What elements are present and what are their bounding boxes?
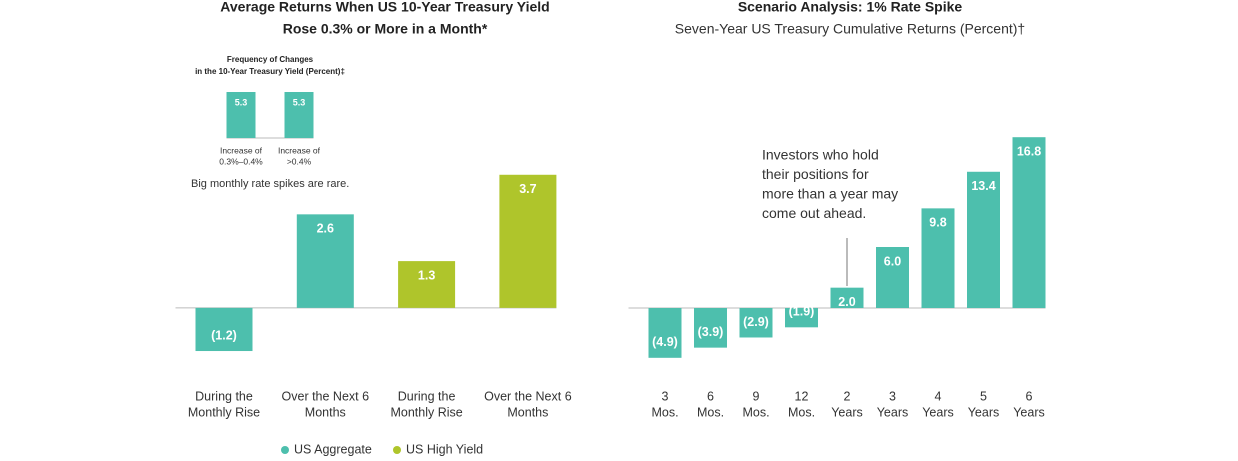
annotation: Investors who hold <box>762 147 879 163</box>
value-label: 5.3 <box>293 97 306 107</box>
bar <box>830 287 864 308</box>
value-label: 13.4 <box>971 179 995 193</box>
x-tick-label: Years <box>1013 405 1045 419</box>
chart-title: in the 10-Year Treasury Yield (Percent)‡ <box>195 67 345 76</box>
annotation: come out ahead. <box>762 205 866 221</box>
x-tick-label: 2 <box>844 389 851 403</box>
x-tick-label: Years <box>922 405 954 419</box>
x-tick-label: 12 <box>795 389 809 403</box>
x-tick-label: During the <box>398 389 456 403</box>
value-label: (1.9) <box>789 305 815 319</box>
value-label: (1.2) <box>211 328 237 342</box>
x-tick-label: Years <box>831 405 863 419</box>
bar <box>398 261 456 308</box>
legend-swatch <box>393 446 401 454</box>
annotation: more than a year may <box>762 186 898 202</box>
bar <box>694 308 727 348</box>
bar <box>296 214 354 308</box>
chart-title: Rose 0.3% or More in a Month* <box>283 21 488 37</box>
bar <box>785 308 818 328</box>
x-tick-label: Years <box>877 405 909 419</box>
bar <box>284 92 314 138</box>
value-label: 1.3 <box>418 268 435 282</box>
x-tick-label: 6 <box>707 389 714 403</box>
bar <box>921 208 955 308</box>
x-tick-label: Mos. <box>697 405 724 419</box>
x-tick-label: Increase of <box>278 145 321 155</box>
x-tick-label: Mos. <box>788 405 815 419</box>
bar <box>648 308 682 358</box>
bar <box>499 174 557 308</box>
x-tick-label: Monthly Rise <box>188 405 260 419</box>
x-tick-label: >0.4% <box>287 156 312 166</box>
x-tick-label: Months <box>507 405 548 419</box>
annotation: their positions for <box>762 166 869 182</box>
x-tick-label: 3 <box>662 389 669 403</box>
bar <box>739 308 773 338</box>
bar <box>195 307 253 352</box>
x-tick-label: Mos. <box>742 405 769 419</box>
bar <box>967 171 1000 308</box>
note: Big monthly rate spikes are rare. <box>191 178 349 190</box>
x-tick-label: Months <box>305 405 346 419</box>
bar <box>226 92 256 138</box>
x-tick-label: Years <box>968 405 1000 419</box>
chart-title: Scenario Analysis: 1% Rate Spike <box>738 0 963 15</box>
bar <box>876 247 909 308</box>
value-label: 9.8 <box>929 216 946 230</box>
value-label: (2.9) <box>743 315 769 329</box>
x-tick-label: 5 <box>980 389 987 403</box>
value-label: 2.0 <box>838 295 855 309</box>
legend-swatch <box>281 446 289 454</box>
x-tick-label: 4 <box>935 389 942 403</box>
chart-title: Frequency of Changes <box>227 55 314 64</box>
value-label: 3.7 <box>519 182 536 196</box>
x-tick-label: 9 <box>753 389 760 403</box>
value-label: 6.0 <box>884 254 901 268</box>
x-tick-label: 3 <box>889 389 896 403</box>
chart-title: Average Returns When US 10-Year Treasury… <box>220 0 549 15</box>
chart-subtitle: Seven-Year US Treasury Cumulative Return… <box>675 21 1025 37</box>
value-label: 16.8 <box>1017 144 1041 158</box>
x-tick-label: During the <box>195 389 253 403</box>
legend-label: US High Yield <box>406 442 483 456</box>
x-tick-label: 6 <box>1026 389 1033 403</box>
value-label: (3.9) <box>698 325 724 339</box>
x-tick-label: Increase of <box>220 145 263 155</box>
x-tick-label: Over the Next 6 <box>484 389 572 403</box>
value-label: 5.3 <box>235 97 248 107</box>
x-tick-label: Mos. <box>651 405 678 419</box>
legend-label: US Aggregate <box>294 442 372 456</box>
value-label: 2.6 <box>317 222 334 236</box>
x-tick-label: Monthly Rise <box>390 405 462 419</box>
x-tick-label: 0.3%–0.4% <box>219 156 263 166</box>
bar <box>1012 137 1046 308</box>
x-tick-label: Over the Next 6 <box>282 389 370 403</box>
value-label: (4.9) <box>652 335 678 349</box>
